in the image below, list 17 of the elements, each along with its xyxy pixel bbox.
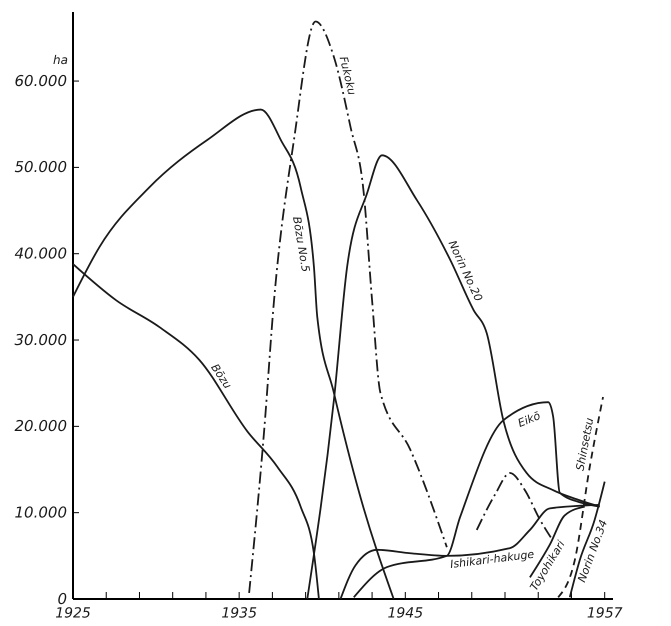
x-tick-label: 1925 (55, 605, 91, 622)
x-tick-label: 1957 (586, 605, 623, 622)
text: Bōzu No.5 (290, 216, 312, 273)
text: Norin No.34 (575, 518, 610, 584)
y-tick-label: 10.000 (14, 503, 67, 522)
x-tick-label: 1935 (221, 605, 258, 622)
y-axis-title: ha (53, 53, 68, 67)
x-tick-label: 1945 (387, 605, 424, 622)
y-tick-label: 40.000 (14, 244, 67, 263)
y-tick-label: 50.000 (14, 158, 67, 176)
y-tick-label: 20.000 (14, 417, 67, 436)
text: Eikō (516, 409, 543, 430)
y-tick-label: 60.000 (14, 72, 67, 90)
y-tick-label: 30.000 (14, 330, 67, 349)
y-tick-label: 0 (57, 590, 67, 608)
text: Shinsetsu (574, 416, 596, 472)
text: Fukoku (336, 55, 358, 96)
